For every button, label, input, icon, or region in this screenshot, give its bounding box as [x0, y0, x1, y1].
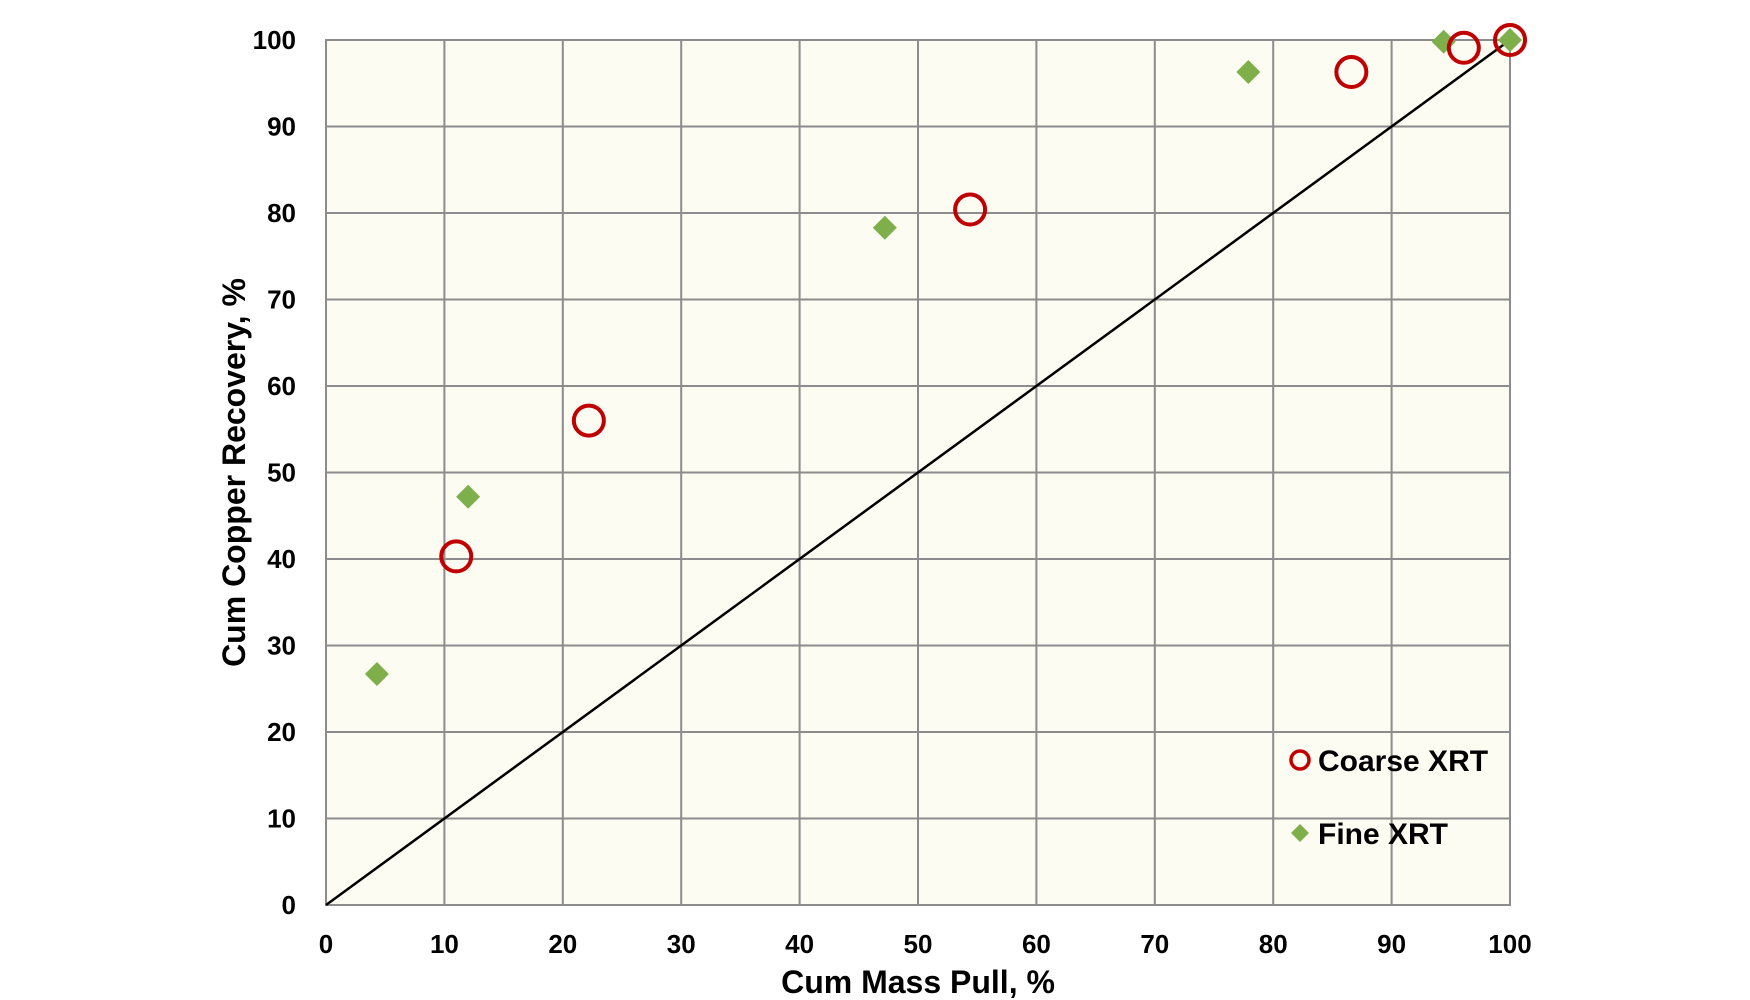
data-point-fine-xrt	[872, 215, 897, 240]
y-tick-label: 70	[267, 285, 296, 315]
x-axis-ticks: 0 10 20 30 40 50 60 70 80 90 100	[319, 929, 1532, 959]
x-tick-label: 30	[667, 929, 696, 959]
y-axis-title: Cum Copper Recovery, %	[216, 278, 252, 667]
data-point-coarse-xrt	[571, 403, 606, 438]
data-point-coarse-xrt	[1334, 55, 1369, 90]
data-point-coarse-xrt	[1446, 30, 1481, 65]
data-point-coarse-xrt	[953, 192, 988, 227]
legend: Coarse XRT Fine XRT	[1289, 745, 1488, 851]
legend-item-fine-xrt: Fine XRT	[1291, 818, 1448, 851]
data-points	[364, 23, 1527, 687]
data-point-fine-xrt	[456, 484, 481, 509]
legend-marker-fine-xrt	[1291, 824, 1309, 842]
x-tick-label: 50	[904, 929, 933, 959]
y-tick-label: 90	[267, 112, 296, 142]
x-tick-label: 60	[1022, 929, 1051, 959]
reference-diagonal-line	[325, 38, 1511, 907]
grid-lines	[325, 39, 1511, 906]
legend-item-coarse-xrt: Coarse XRT	[1289, 745, 1488, 778]
x-tick-label: 20	[548, 929, 577, 959]
x-axis-title: Cum Mass Pull, %	[781, 964, 1055, 1000]
x-tick-label: 80	[1259, 929, 1288, 959]
y-tick-label: 80	[267, 198, 296, 228]
y-tick-label: 0	[282, 890, 296, 920]
data-point-coarse-xrt	[1493, 23, 1527, 57]
data-point-fine-xrt	[364, 662, 389, 687]
y-axis-ticks: 0 10 20 30 40 50 60 70 80 90 100	[253, 25, 296, 920]
x-tick-label: 0	[319, 929, 333, 959]
y-tick-label: 20	[267, 717, 296, 747]
y-tick-label: 60	[267, 371, 296, 401]
x-tick-label: 40	[785, 929, 814, 959]
data-point-coarse-xrt	[439, 539, 474, 574]
y-tick-label: 100	[253, 25, 296, 55]
x-tick-label: 10	[430, 929, 459, 959]
data-point-fine-xrt	[1498, 28, 1522, 52]
legend-label-coarse-xrt: Coarse XRT	[1318, 745, 1488, 778]
x-tick-label: 90	[1377, 929, 1406, 959]
x-tick-label: 100	[1488, 929, 1531, 959]
y-tick-label: 10	[267, 804, 296, 834]
y-tick-label: 50	[267, 458, 296, 488]
y-tick-label: 30	[267, 631, 296, 661]
legend-label-fine-xrt: Fine XRT	[1318, 818, 1448, 851]
legend-marker-coarse-xrt	[1289, 749, 1311, 771]
y-tick-label: 40	[267, 544, 296, 574]
data-point-fine-xrt	[1236, 60, 1261, 85]
x-tick-label: 70	[1140, 929, 1169, 959]
